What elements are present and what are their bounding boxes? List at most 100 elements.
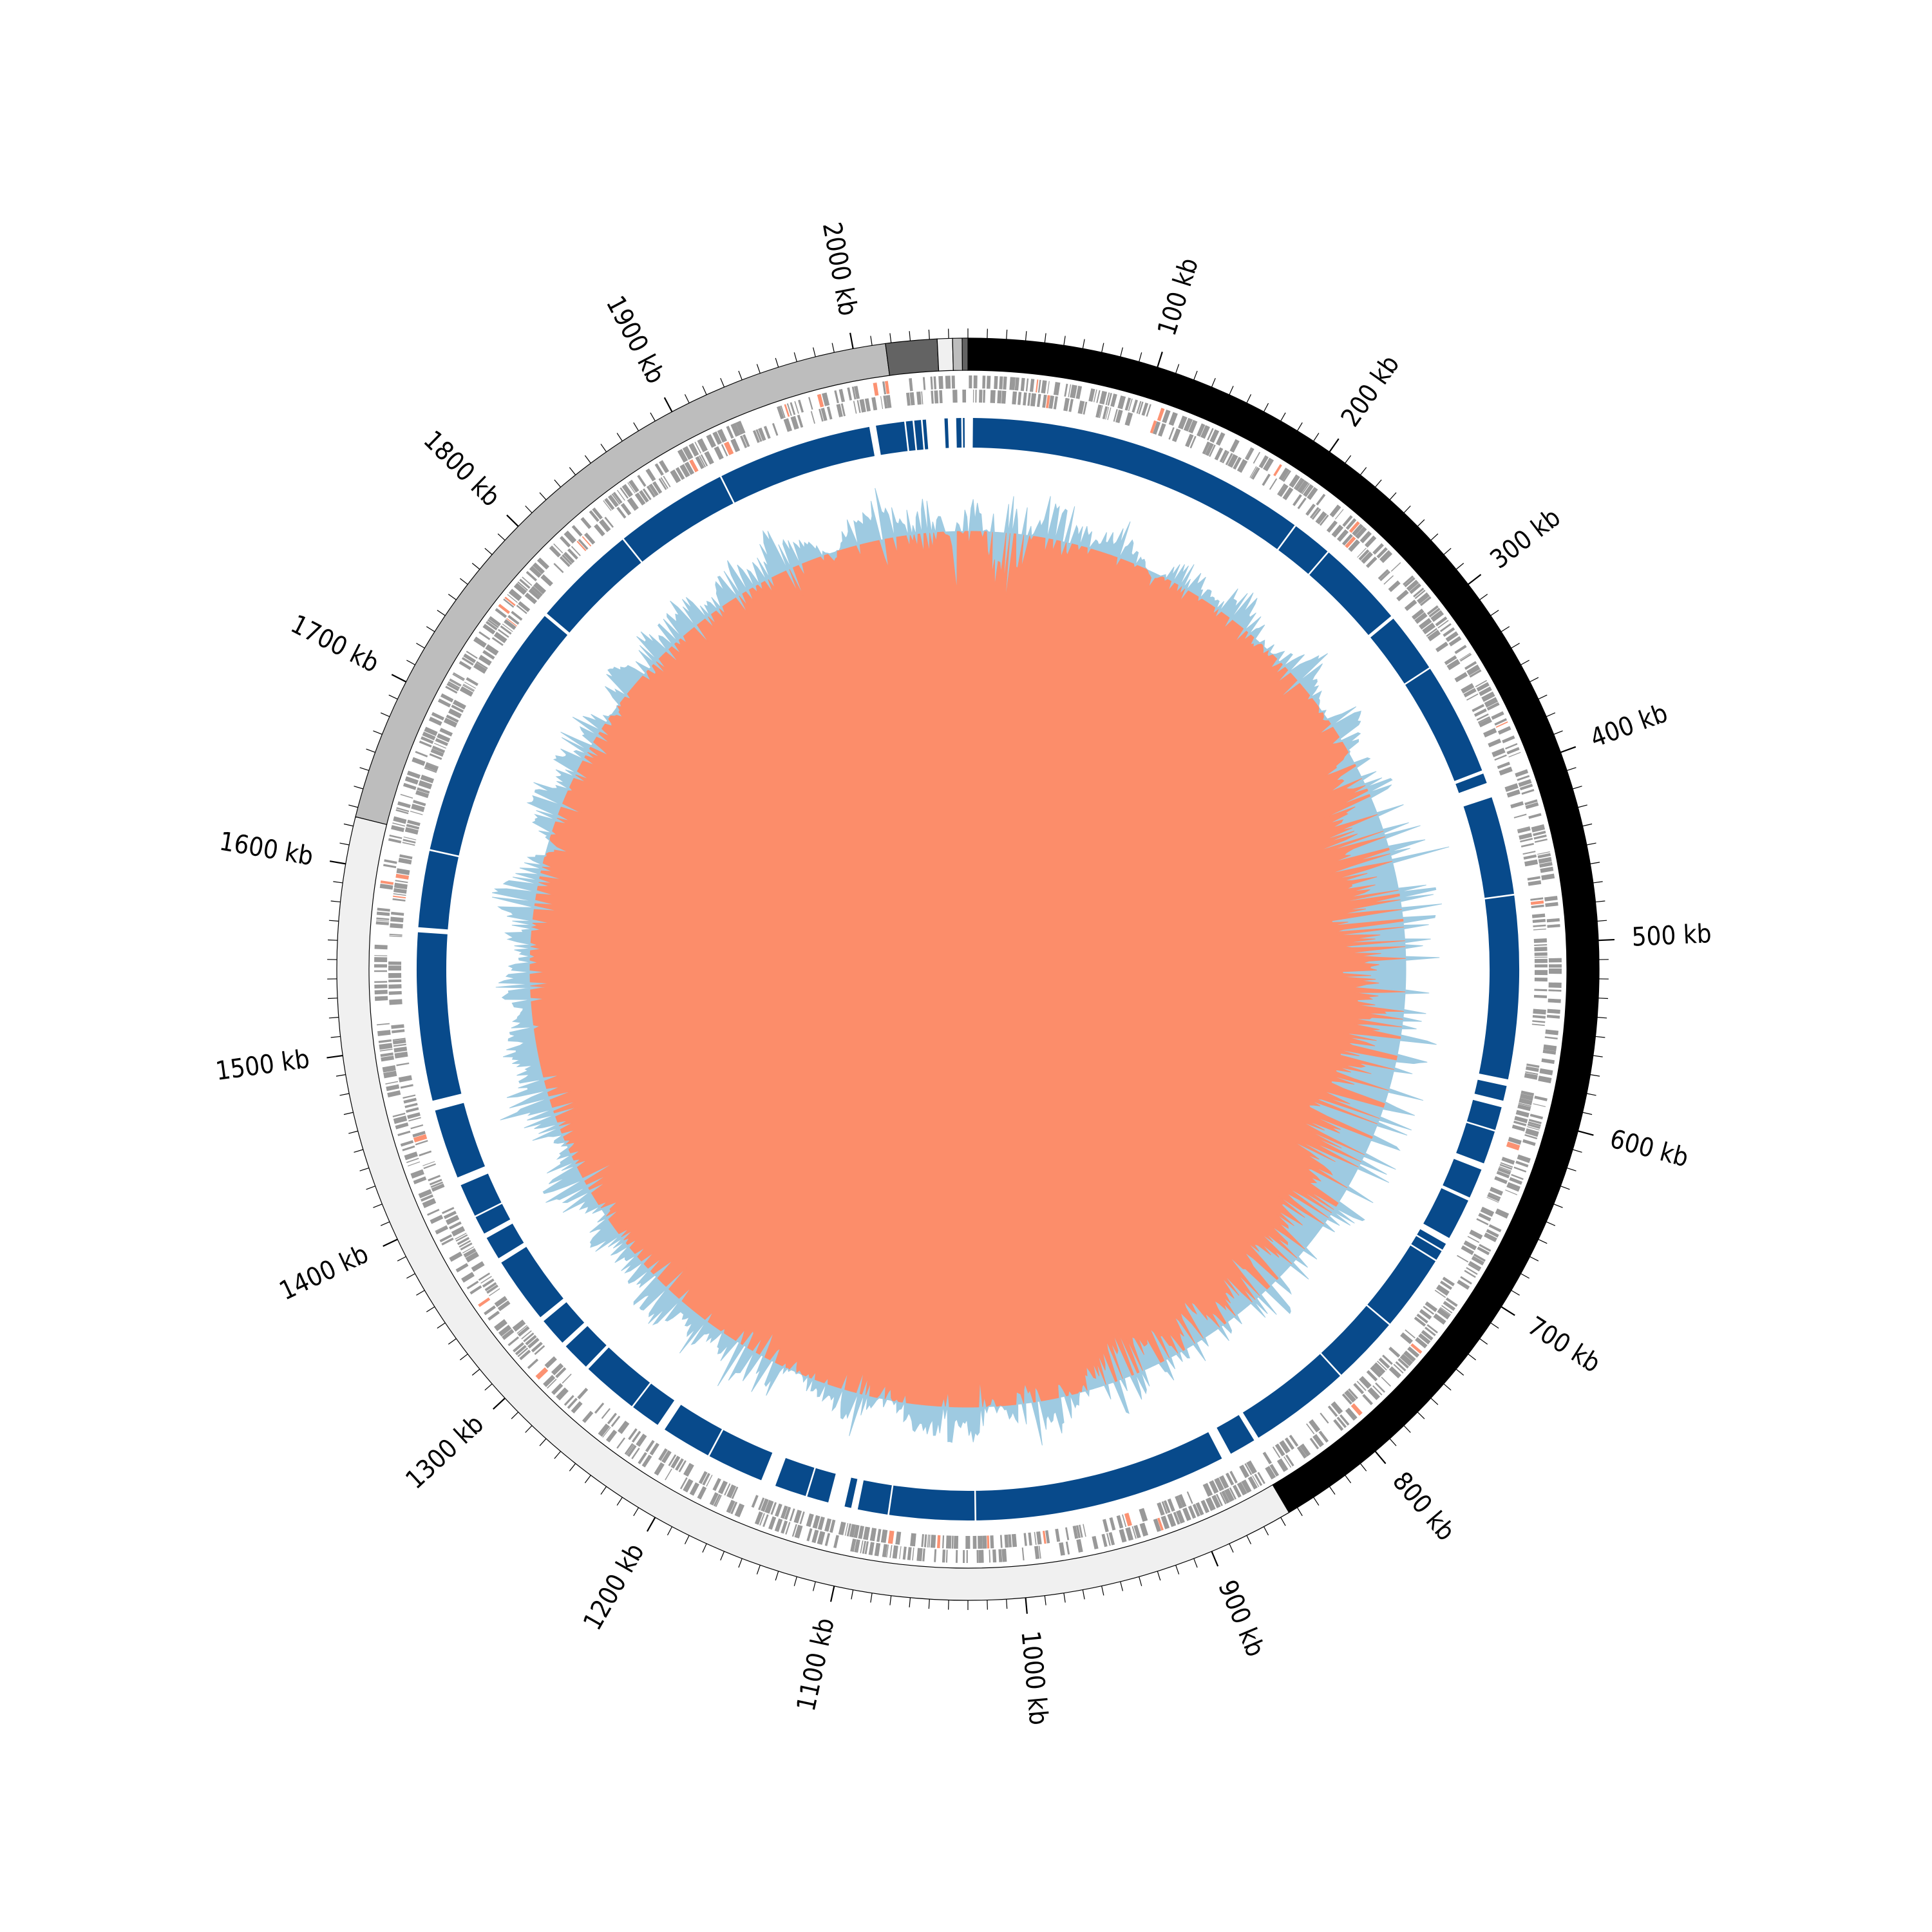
forward-gene (1125, 1527, 1134, 1541)
reverse-gene (806, 1513, 814, 1528)
forward-gene (1333, 1419, 1344, 1431)
forward-gene (616, 489, 625, 501)
reverse-gene (1244, 1463, 1253, 1475)
minor-tick (1296, 1507, 1303, 1517)
forward-gene (611, 493, 621, 505)
major-tick (1329, 438, 1340, 453)
reverse-gene (755, 429, 762, 442)
forward-gene (1541, 1058, 1555, 1065)
reverse-gene (1083, 1524, 1086, 1537)
reverse-gene (403, 837, 417, 840)
reverse-gene (987, 1535, 990, 1549)
reverse-gene (1341, 1393, 1352, 1405)
forward-gene (1497, 726, 1511, 735)
forward-gene (1036, 379, 1039, 393)
forward-gene (532, 562, 545, 574)
forward-gene (519, 1349, 531, 1361)
forward-gene (730, 1501, 738, 1515)
forward-gene (1146, 404, 1151, 417)
reverse-gene (480, 1276, 492, 1284)
reverse-gene (826, 406, 833, 420)
reverse-gene (466, 677, 478, 687)
reverse-gene (1246, 1460, 1257, 1475)
forward-gene (677, 449, 688, 463)
minor-tick (539, 492, 547, 500)
reverse-gene (604, 516, 614, 528)
minor-tick (1572, 786, 1582, 790)
reverse-gene (844, 1522, 849, 1536)
reverse-gene (1004, 1534, 1009, 1548)
reverse-gene (463, 683, 475, 691)
homology-block (418, 851, 459, 930)
forward-gene (1505, 1189, 1518, 1195)
reverse-gene (1388, 1347, 1401, 1358)
reverse-gene (1423, 1305, 1435, 1315)
reverse-gene (1297, 497, 1307, 509)
reverse-gene (393, 1046, 408, 1053)
contig-segment (336, 816, 1290, 1601)
reverse-gene (1289, 1434, 1299, 1447)
minor-tick (1313, 1497, 1320, 1506)
reverse-gene (620, 503, 632, 516)
forward-gene (790, 402, 796, 415)
minor-tick (1229, 386, 1234, 395)
forward-gene (1395, 1361, 1406, 1372)
forward-gene (1296, 1446, 1307, 1459)
reverse-gene (1534, 989, 1548, 992)
forward-gene (473, 636, 487, 648)
forward-gene (1502, 735, 1515, 744)
reverse-gene (724, 1483, 731, 1496)
reverse-gene (390, 916, 404, 923)
minor-tick (437, 609, 446, 616)
forward-gene (564, 530, 577, 544)
reverse-gene (1023, 392, 1027, 406)
homology-block (1455, 773, 1487, 793)
homology-block (914, 420, 923, 450)
forward-gene (1282, 470, 1291, 482)
forward-gene (1486, 702, 1500, 711)
forward-gene (1350, 1403, 1363, 1416)
minor-tick (616, 1497, 623, 1506)
reverse-gene (1383, 575, 1394, 585)
reverse-gene (393, 893, 406, 896)
major-tick (1025, 1597, 1028, 1614)
homology-block (721, 426, 875, 503)
forward-gene (1312, 1434, 1324, 1448)
forward-gene (847, 387, 852, 401)
forward-gene (1173, 1511, 1180, 1525)
reverse-gene (544, 1356, 557, 1368)
reverse-gene (857, 400, 861, 413)
forward-gene (824, 1533, 831, 1546)
homology-block (430, 616, 568, 856)
reverse-gene (1527, 876, 1540, 881)
forward-gene (1124, 397, 1132, 411)
reverse-gene (1036, 393, 1041, 408)
forward-gene (1439, 623, 1452, 632)
major-tick (391, 674, 406, 683)
reverse-gene (1518, 1103, 1531, 1107)
reverse-gene (660, 477, 668, 489)
reverse-gene (412, 1131, 426, 1138)
reverse-gene (459, 1240, 471, 1248)
reverse-gene (1053, 396, 1058, 410)
reverse-gene (1434, 1289, 1446, 1298)
reverse-gene (1508, 1137, 1522, 1145)
forward-gene (851, 386, 857, 400)
forward-gene (440, 693, 454, 703)
reverse-gene (990, 1535, 994, 1549)
reverse-gene (553, 563, 564, 573)
minor-tick (569, 467, 576, 475)
reverse-gene (1063, 397, 1070, 412)
forward-gene (1435, 616, 1448, 627)
reverse-gene (1422, 622, 1436, 635)
forward-gene (1546, 918, 1560, 923)
reverse-gene (758, 428, 766, 441)
reverse-gene (459, 686, 473, 697)
forward-gene (1445, 1297, 1458, 1307)
reverse-gene (392, 1029, 405, 1034)
reverse-gene (1427, 629, 1441, 641)
minor-tick (330, 900, 341, 903)
reverse-gene (521, 1330, 532, 1340)
forward-gene (589, 510, 600, 522)
minor-tick (1417, 519, 1425, 527)
